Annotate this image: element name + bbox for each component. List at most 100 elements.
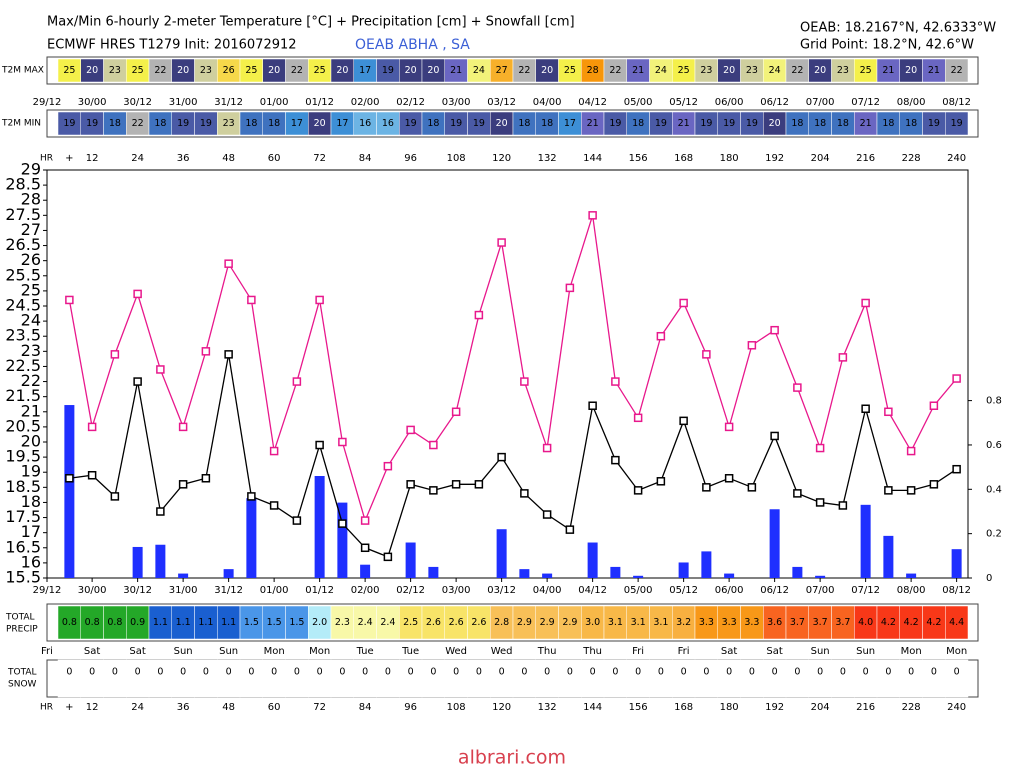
- cell-label: 2.3: [335, 617, 350, 628]
- date-label: 08/12: [942, 97, 971, 108]
- precip-bar: [337, 502, 348, 578]
- temp-marker: [87, 422, 97, 432]
- y-tick-label: 25: [21, 280, 41, 299]
- date-label: 02/00: [351, 585, 380, 596]
- date-label: 31/12: [214, 585, 243, 596]
- day-label: Sat: [84, 646, 100, 657]
- precip-bar: [132, 546, 143, 578]
- cell-label: 0: [499, 667, 505, 678]
- temp-marker: [269, 501, 279, 510]
- precip-bar: [815, 575, 826, 578]
- cell-label: 4.0: [858, 617, 873, 628]
- day-label: Wed: [491, 646, 513, 657]
- cell-label: 22: [518, 65, 530, 76]
- date-label: 31/00: [169, 585, 198, 596]
- cell-label: 3.3: [744, 617, 759, 628]
- cell-label: 18: [518, 118, 530, 129]
- y-tick-label: 17.5: [5, 507, 41, 526]
- temp-marker: [906, 486, 916, 495]
- cell-label: 0: [135, 667, 141, 678]
- cell-label: 2.6: [426, 617, 441, 628]
- cell-label: 18: [427, 118, 439, 129]
- cell-label: 0: [590, 667, 596, 678]
- date-label: 08/12: [942, 585, 971, 596]
- precip-bar: [792, 566, 803, 578]
- hour-label: +: [65, 702, 73, 713]
- cell-label: 20: [314, 118, 326, 129]
- hour-label: 240: [947, 702, 966, 713]
- temp-marker: [292, 516, 302, 525]
- date-label: 04/12: [578, 585, 607, 596]
- cell: [945, 605, 969, 640]
- precip-bar: [951, 549, 962, 578]
- temp-marker: [588, 401, 597, 410]
- temp-marker: [633, 486, 643, 495]
- temp-marker: [952, 464, 961, 474]
- cell-label: 2.0: [312, 617, 327, 628]
- cell-label: 16: [359, 118, 371, 129]
- temp-marker: [724, 422, 734, 432]
- precip-bar: [519, 569, 530, 578]
- precip-bar: [178, 573, 189, 578]
- date-label: 05/12: [669, 97, 698, 108]
- cell-label: 0: [726, 667, 732, 678]
- temp-marker: [884, 407, 893, 417]
- temp-marker: [520, 377, 529, 386]
- cell-label: 0: [794, 667, 800, 678]
- temp-marker: [611, 377, 620, 386]
- date-label: 02/12: [396, 97, 425, 108]
- temp-marker: [338, 519, 347, 528]
- y-tick-label: 22.5: [5, 356, 41, 375]
- precip-bar: [860, 504, 871, 578]
- hour-label: 72: [313, 153, 326, 164]
- coords: OEAB: 18.2167°N, 42.6333°W: [800, 21, 996, 36]
- cell-label: 3.7: [813, 617, 828, 628]
- y-tick-label: 23: [21, 341, 41, 360]
- date-label: 29/12: [33, 585, 62, 596]
- temp-marker: [360, 516, 370, 525]
- cell-label: 25: [860, 65, 872, 76]
- temp-marker: [133, 289, 142, 299]
- cell-label: 0: [430, 667, 436, 678]
- strip-label: TOTAL: [5, 613, 35, 623]
- cell-label: 0: [863, 667, 869, 678]
- cell-label: 2.4: [358, 617, 373, 628]
- date-label: 07/00: [806, 97, 835, 108]
- date-label: 05/12: [669, 585, 698, 596]
- temp-marker: [679, 416, 688, 426]
- y-tick-label: 21: [21, 401, 41, 420]
- y-tick-label: 18.5: [5, 477, 41, 496]
- y2-tick-label: 0: [986, 573, 992, 584]
- cell-label: 19: [473, 118, 485, 129]
- day-label: Mon: [264, 646, 285, 657]
- cell-label: 0: [567, 667, 573, 678]
- cell-label: 20: [268, 65, 280, 76]
- cell-label: 3.7: [835, 617, 850, 628]
- strip-frame: [46, 56, 979, 85]
- date-label: 29/12: [33, 97, 62, 108]
- temp-marker: [565, 525, 575, 534]
- cell-label: 21: [632, 65, 644, 76]
- cell-label: 2.5: [403, 617, 418, 628]
- cell-label: 21: [450, 65, 462, 76]
- cell-label: 23: [746, 65, 758, 76]
- hour-label: +: [65, 153, 73, 164]
- day-label: Sun: [219, 646, 238, 657]
- temp-marker: [656, 331, 666, 341]
- cell-label: 18: [541, 118, 553, 129]
- cell-label: 0: [703, 667, 709, 678]
- cell-label: 23: [200, 65, 212, 76]
- hour-label: 12: [86, 702, 99, 713]
- date-label: 08/00: [897, 97, 926, 108]
- cell-label: 19: [86, 118, 98, 129]
- hour-label: 120: [492, 702, 511, 713]
- temp-marker: [224, 259, 233, 268]
- hour-label: 204: [811, 702, 830, 713]
- y-tick-label: 29: [21, 160, 41, 179]
- temp-marker: [383, 461, 393, 471]
- cell-label: 20: [427, 65, 439, 76]
- hour-label: 132: [538, 153, 557, 164]
- temp-marker: [65, 474, 74, 483]
- date-label: 30/12: [123, 585, 152, 596]
- hour-label: 228: [902, 702, 921, 713]
